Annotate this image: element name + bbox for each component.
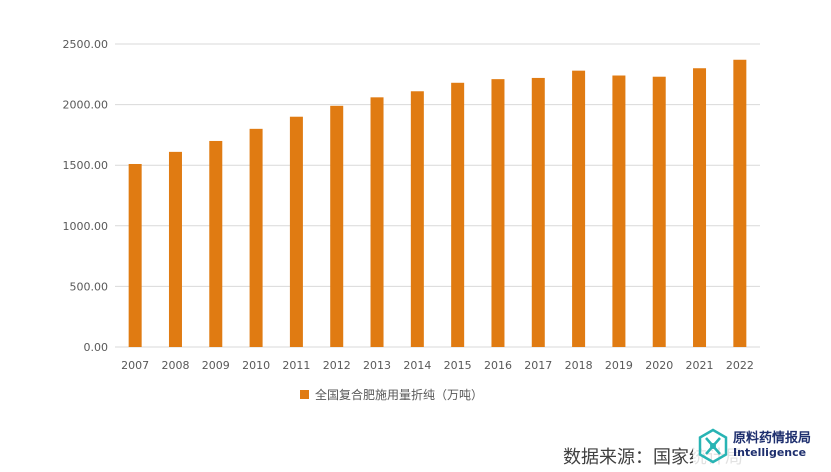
y-tick-label: 0.00 [84, 341, 109, 354]
bar-2008 [168, 151, 182, 347]
x-axis-ticks: 2007 2008 2009 2010 2011 2012 2013 2014 2015 2016… [121, 359, 754, 372]
legend-swatch [300, 390, 309, 399]
x-tick-label: 2017 [524, 359, 552, 372]
x-tick-label: 2022 [726, 359, 754, 372]
bar-2019 [612, 75, 626, 348]
bar-2015 [451, 82, 465, 347]
bars [128, 59, 747, 348]
bar-2020 [652, 76, 666, 347]
bar-2021 [693, 68, 707, 348]
legend-label: 全国复合肥施用量折纯（万吨） [315, 388, 484, 402]
y-tick-label: 2500.00 [63, 38, 109, 51]
y-tick-label: 1500.00 [63, 159, 109, 172]
y-tick-label: 2000.00 [63, 99, 109, 112]
bar-2017 [531, 77, 545, 347]
bar-2010 [249, 128, 263, 347]
logo-name-en: Intelligence [733, 446, 807, 460]
x-tick-label: 2010 [242, 359, 270, 372]
legend: 全国复合肥施用量折纯（万吨） [300, 386, 483, 403]
bar-2014 [410, 91, 424, 347]
logo-name-cn: 原料药情报局 [733, 431, 812, 447]
y-tick-label: 1000.00 [63, 220, 109, 233]
bar-2022 [733, 59, 747, 347]
bar-2011 [289, 116, 303, 347]
y-tick-label: 500.00 [70, 280, 109, 293]
bar-2018 [572, 70, 586, 347]
bar-2007 [128, 163, 142, 347]
bar-2016 [491, 79, 505, 347]
x-tick-label: 2019 [605, 359, 633, 372]
x-tick-label: 2011 [282, 359, 310, 372]
hexagon-molecule-icon [698, 428, 728, 464]
x-tick-label: 2018 [565, 359, 593, 372]
x-tick-label: 2021 [686, 359, 714, 372]
y-axis-ticks: 0.00 500.00 1000.00 1500.00 2000.00 2500.00 [63, 38, 109, 354]
x-tick-label: 2009 [202, 359, 230, 372]
grid-lines [115, 43, 760, 348]
bar-2013 [370, 97, 384, 347]
x-tick-label: 2020 [645, 359, 673, 372]
bar-2009 [209, 140, 223, 347]
x-tick-label: 2008 [161, 359, 189, 372]
x-tick-label: 2013 [363, 359, 391, 372]
logo: 原料药情报局 Intelligence [693, 426, 816, 466]
x-tick-label: 2016 [484, 359, 512, 372]
bar-2012 [330, 105, 344, 347]
x-tick-label: 2015 [444, 359, 472, 372]
bar-chart: 0.00 500.00 1000.00 1500.00 2000.00 2500.00 2… [63, 38, 760, 372]
x-tick-label: 2014 [403, 359, 431, 372]
x-tick-label: 2007 [121, 359, 149, 372]
x-tick-label: 2012 [323, 359, 351, 372]
